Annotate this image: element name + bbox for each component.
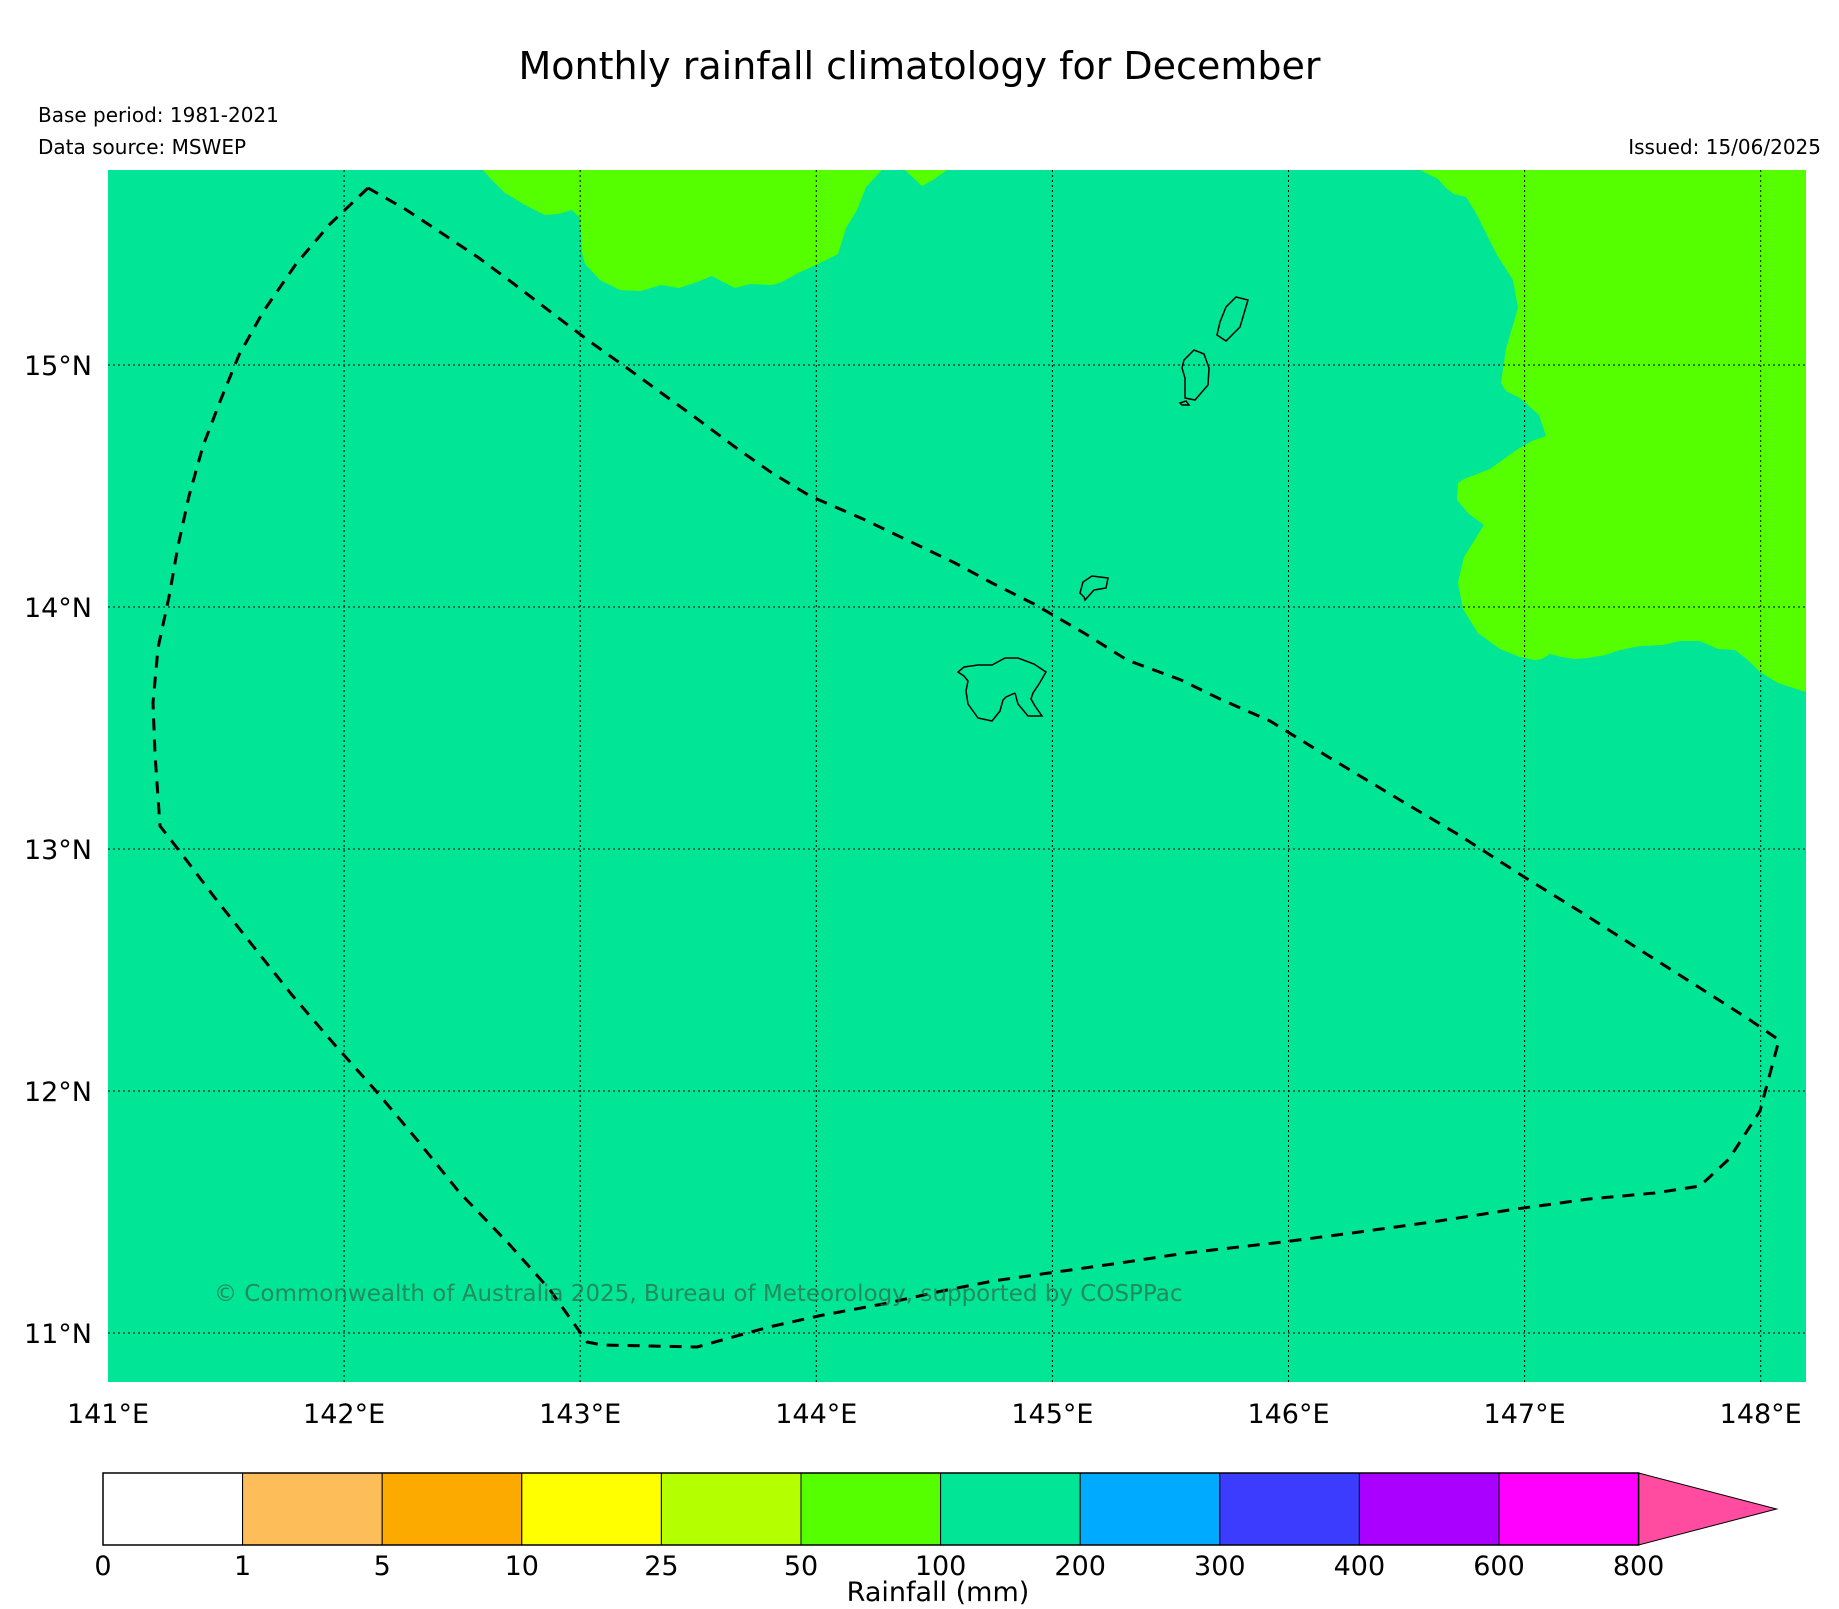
- colorbar-tick-label: 800: [1613, 1551, 1665, 1582]
- longitude-label: 148°E: [1720, 1399, 1802, 1430]
- colorbar-segment: [102, 1472, 244, 1546]
- longitude-label: 144°E: [775, 1399, 857, 1430]
- tinian-island: [1181, 349, 1210, 401]
- aguijan-island: [1178, 400, 1191, 406]
- colorbar-outline: [102, 1472, 1640, 1546]
- rainfall-50-100-region-north: [483, 170, 947, 291]
- latitude-label: 12°N: [24, 1077, 92, 1108]
- saipan-island: [1216, 296, 1249, 342]
- longitude-labels: 141°E 142°E 143°E 144°E 145°E 146°E 147°E 148°E: [67, 1399, 1802, 1430]
- colorbar-segment: [800, 1472, 942, 1546]
- copyright-text: © Commonwealth of Australia 2025, Bureau…: [214, 1281, 1183, 1307]
- longitude-label: 146°E: [1247, 1399, 1329, 1430]
- latitude-label: 11°N: [24, 1319, 92, 1350]
- colorbar-segment: [1358, 1472, 1500, 1546]
- longitude-label: 145°E: [1011, 1399, 1093, 1430]
- latitude-labels: 15°N 14°N 13°N 12°N 11°N: [24, 351, 92, 1350]
- latitude-label: 13°N: [24, 835, 92, 866]
- colorbar-segment: [1219, 1472, 1360, 1546]
- longitude-label: 147°E: [1484, 1399, 1566, 1430]
- colorbar-tick-labels: 0 1 5 10 25 50 100 200 300 400 600 800: [94, 1551, 1664, 1582]
- colorbar-segment: [521, 1472, 662, 1546]
- guam-island: [956, 657, 1048, 722]
- colorbar-tick-label: 1: [234, 1551, 251, 1582]
- colorbar-tick-label: 0: [94, 1551, 111, 1582]
- colorbar-title: Rainfall (mm): [847, 1577, 1030, 1608]
- colorbar-tick-label: 50: [784, 1551, 818, 1582]
- colorbar-tick-label: 5: [374, 1551, 391, 1582]
- eez-boundary: [151, 186, 1781, 1349]
- colorbar-segment: [381, 1472, 523, 1546]
- colorbar-segment: [1079, 1472, 1221, 1546]
- colorbar-tick-label: 300: [1194, 1551, 1246, 1582]
- colorbar-extend-arrow: [1638, 1472, 1779, 1546]
- colorbar-tick-label: 100: [915, 1551, 967, 1582]
- longitude-label: 141°E: [67, 1399, 149, 1430]
- graticule: [108, 170, 1806, 1382]
- longitude-label: 142°E: [303, 1399, 385, 1430]
- colorbar-tick-label: 10: [505, 1551, 539, 1582]
- colorbar: [102, 1472, 1779, 1546]
- colorbar-segment: [242, 1472, 383, 1546]
- data-source-text: Data source: MSWEP: [38, 135, 247, 159]
- latitude-label: 15°N: [24, 351, 92, 382]
- rainfall-50-100-region-east: [1420, 170, 1806, 692]
- latitude-label: 14°N: [24, 593, 92, 624]
- issued-date-text: Issued: 15/06/2025: [1628, 135, 1821, 159]
- colorbar-tick-label: 600: [1473, 1551, 1525, 1582]
- colorbar-segment: [660, 1472, 802, 1546]
- rota-island: [1079, 575, 1109, 602]
- longitude-label: 143°E: [539, 1399, 621, 1430]
- colorbar-tick-label: 400: [1334, 1551, 1386, 1582]
- colorbar-segment: [940, 1472, 1081, 1546]
- colorbar-segment: [1498, 1472, 1640, 1546]
- colorbar-tick-label: 25: [644, 1551, 678, 1582]
- map-title: Monthly rainfall climatology for Decembe…: [518, 44, 1321, 88]
- base-period-text: Base period: 1981-2021: [38, 103, 279, 127]
- colorbar-tick-label: 200: [1054, 1551, 1106, 1582]
- islands: [956, 296, 1249, 722]
